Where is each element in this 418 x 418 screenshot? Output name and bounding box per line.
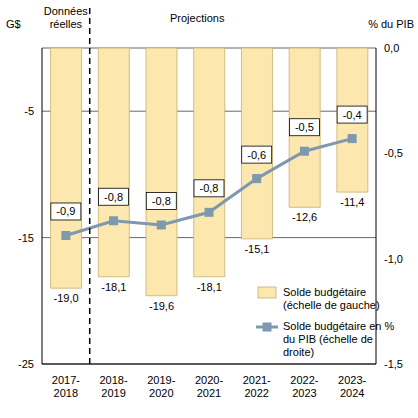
svg-text:2023-2024: 2023-2024 <box>338 374 366 399</box>
svg-text:2019-2020: 2019-2020 <box>147 374 175 399</box>
svg-text:-25: -25 <box>18 358 34 370</box>
svg-text:-15,1: -15,1 <box>244 243 269 255</box>
svg-text:-12,6: -12,6 <box>292 211 317 223</box>
html-text:Solde budgétaire en % du PIB (: Solde budgétaire en % du PIB (échelle de… <box>283 320 395 358</box>
svg-text:-19,0: -19,0 <box>54 292 79 304</box>
svg-text:0,0: 0,0 <box>384 42 399 54</box>
svg-text:-1,0: -1,0 <box>384 253 403 265</box>
html-text:réelles: réelles <box>49 18 82 30</box>
svg-text:-0,8: -0,8 <box>104 191 123 203</box>
html-text:Solde budgétaire (échelle de g: Solde budgétaire (échelle de gauche) <box>283 286 380 311</box>
svg-text:-1,5: -1,5 <box>384 358 403 370</box>
svg-text:2020-2021: 2020-2021 <box>195 374 223 399</box>
svg-text:-19,6: -19,6 <box>149 300 174 312</box>
svg-text:-15: -15 <box>18 232 34 244</box>
html-text:Données: Données <box>43 5 88 17</box>
html-text:G$: G$ <box>6 18 21 30</box>
svg-text:-0,6: -0,6 <box>247 149 266 161</box>
svg-text:-5: -5 <box>24 105 34 117</box>
svg-text:-18,1: -18,1 <box>197 281 222 293</box>
svg-text:-11,4: -11,4 <box>340 196 364 208</box>
svg-text:2022-2023: 2022-2023 <box>290 374 318 399</box>
svg-text:-0,8: -0,8 <box>200 182 219 194</box>
svg-text:-18,1: -18,1 <box>101 281 126 293</box>
svg-text:2018-2019: 2018-2019 <box>100 374 128 399</box>
svg-text:2021-2022: 2021-2022 <box>243 374 271 399</box>
html-text:% du PIB: % du PIB <box>368 18 414 30</box>
svg-text:-0,5: -0,5 <box>384 147 403 159</box>
svg-text:-0,4: -0,4 <box>343 109 362 121</box>
svg-text:-0,9: -0,9 <box>56 205 75 217</box>
svg-text:-0,8: -0,8 <box>152 195 171 207</box>
svg-text:2017-2018: 2017-2018 <box>52 374 80 399</box>
html-text:Projections: Projections <box>170 12 225 24</box>
svg-text:-0,5: -0,5 <box>295 121 314 133</box>
